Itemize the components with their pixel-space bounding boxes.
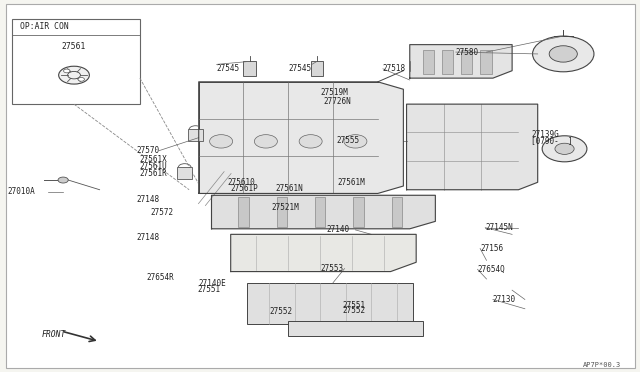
Text: 27561R: 27561R [139, 169, 167, 178]
Circle shape [299, 135, 322, 148]
Text: 27561: 27561 [62, 42, 86, 51]
Text: AP7P*00.3: AP7P*00.3 [582, 362, 621, 368]
Text: 27545: 27545 [289, 64, 312, 73]
Text: 27553: 27553 [320, 264, 343, 273]
Bar [422, 50, 434, 74]
Bar [246, 283, 413, 324]
Text: 27561P: 27561P [230, 184, 259, 193]
Circle shape [58, 177, 68, 183]
Text: 27010A: 27010A [8, 187, 36, 196]
Text: FRONT: FRONT [42, 330, 67, 339]
Text: 27551: 27551 [342, 301, 365, 310]
Text: 27521M: 27521M [271, 203, 299, 212]
Text: 27572: 27572 [150, 208, 173, 217]
Circle shape [209, 135, 232, 148]
Text: 27156: 27156 [480, 244, 503, 253]
Text: 27561M: 27561M [337, 178, 365, 187]
Text: 27140E: 27140E [199, 279, 227, 288]
Circle shape [542, 136, 587, 162]
Text: 27148: 27148 [136, 233, 159, 242]
Text: 27551: 27551 [198, 285, 221, 294]
Bar [243, 61, 256, 76]
Bar [288, 321, 422, 336]
Bar [188, 129, 204, 141]
Text: 27130: 27130 [493, 295, 516, 304]
Bar [315, 197, 325, 227]
Polygon shape [199, 82, 403, 193]
Bar [310, 61, 323, 76]
Circle shape [549, 46, 577, 62]
Text: 27552: 27552 [342, 307, 365, 315]
Text: 27148: 27148 [136, 195, 159, 203]
Bar [442, 50, 453, 74]
Text: 27561U: 27561U [139, 162, 167, 171]
Polygon shape [406, 104, 538, 190]
Text: 27580: 27580 [456, 48, 479, 57]
Circle shape [254, 135, 277, 148]
Circle shape [78, 77, 84, 81]
Text: 27518: 27518 [383, 64, 406, 73]
Polygon shape [230, 234, 416, 272]
Text: 27552: 27552 [269, 307, 292, 316]
Text: 27726N: 27726N [323, 97, 351, 106]
Text: 27139G: 27139G [531, 130, 559, 139]
Text: OP:AIR CON: OP:AIR CON [20, 22, 68, 31]
Polygon shape [410, 45, 512, 78]
Circle shape [532, 36, 594, 72]
Bar [480, 50, 492, 74]
Text: 27654Q: 27654Q [477, 265, 506, 274]
Text: 275610: 275610 [227, 178, 255, 187]
Bar [276, 197, 287, 227]
Text: 27654R: 27654R [147, 273, 174, 282]
Bar [238, 197, 248, 227]
Text: 27545: 27545 [216, 64, 240, 73]
Circle shape [63, 69, 70, 73]
Circle shape [344, 135, 367, 148]
Circle shape [68, 71, 81, 79]
Text: 27561N: 27561N [275, 184, 303, 193]
Bar [12, 19, 140, 104]
Text: 27561X: 27561X [139, 155, 167, 164]
Text: 27519M: 27519M [320, 88, 348, 97]
Bar [353, 197, 364, 227]
Circle shape [59, 66, 90, 84]
Text: [0790-  ]: [0790- ] [531, 136, 573, 145]
Bar [461, 50, 472, 74]
Circle shape [555, 143, 574, 154]
Text: 27570: 27570 [136, 146, 159, 155]
Text: 27555: 27555 [336, 136, 359, 145]
Bar [392, 197, 402, 227]
Text: 27145N: 27145N [485, 223, 513, 232]
Polygon shape [211, 195, 435, 229]
Text: 27140: 27140 [326, 225, 349, 234]
Bar [177, 167, 193, 179]
